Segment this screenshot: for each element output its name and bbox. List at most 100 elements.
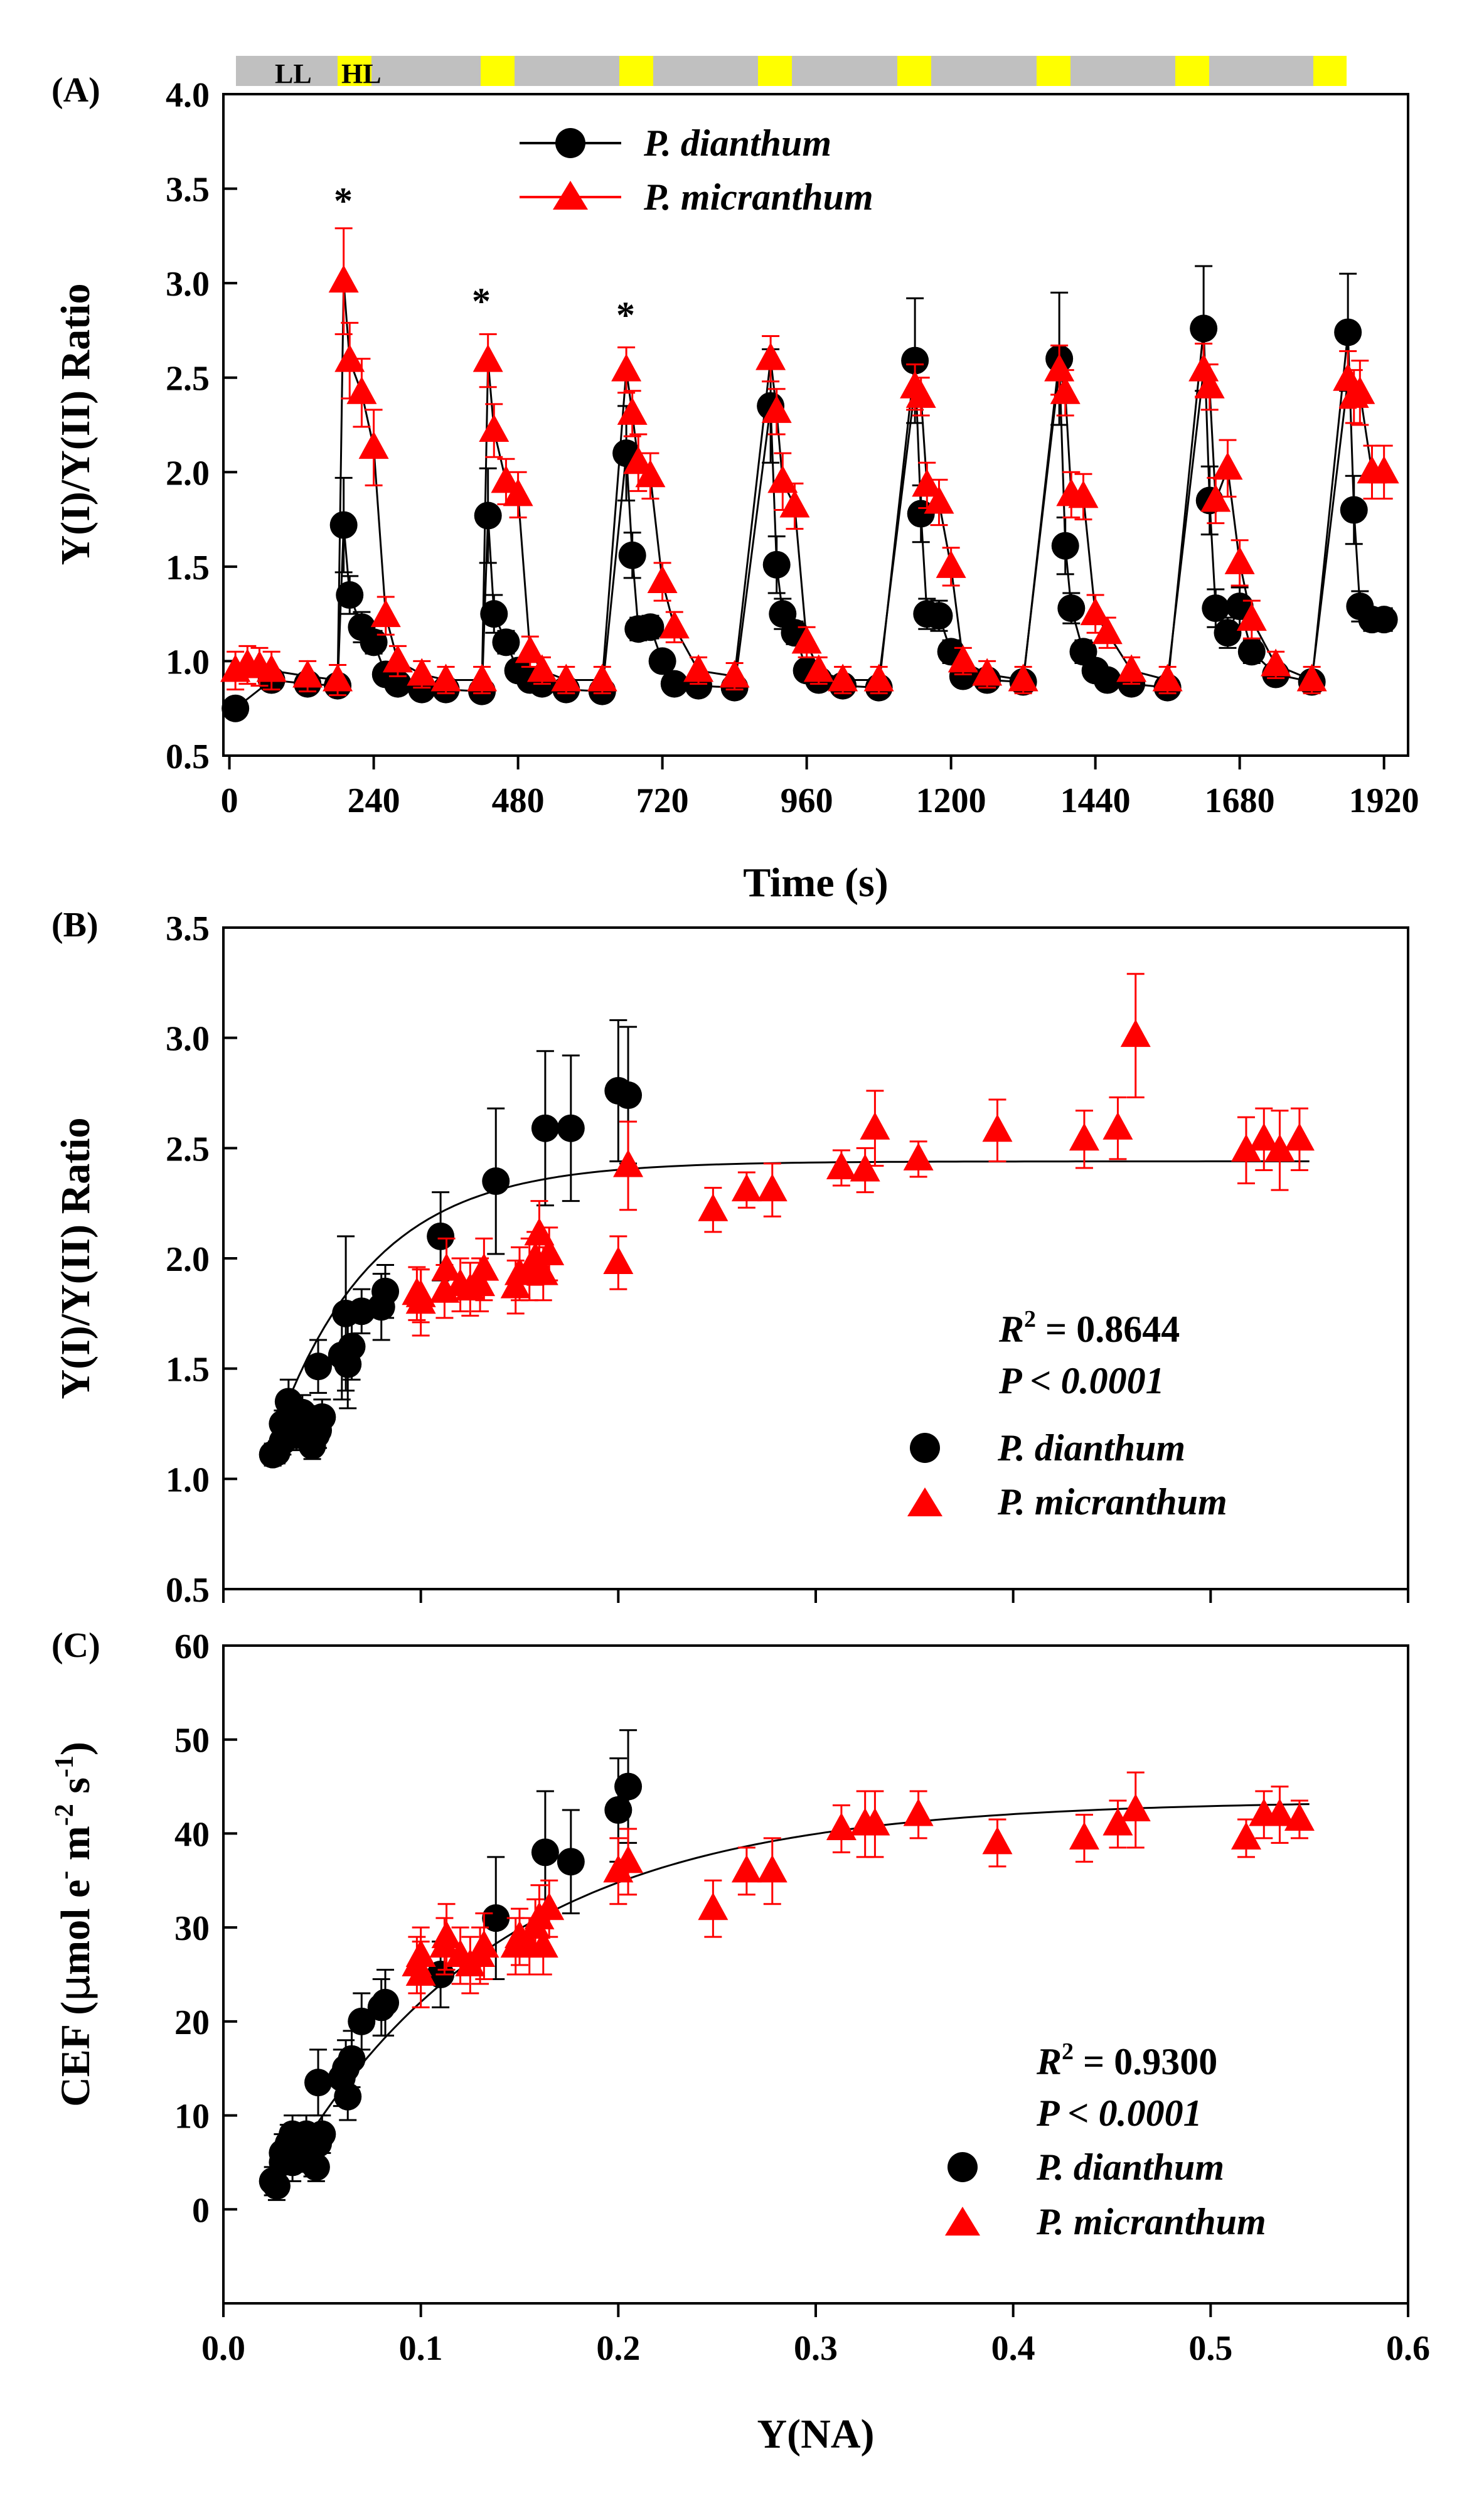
data-point-micranthum — [731, 1174, 762, 1202]
significance-star: * — [334, 180, 353, 222]
high-light-period — [338, 56, 371, 86]
data-point-micranthum — [1069, 1821, 1099, 1850]
data-point-micranthum — [1200, 484, 1231, 512]
data-point-dianthum — [308, 2120, 336, 2148]
y-tick-label: 2.0 — [166, 454, 210, 493]
x-tick-label: 0.2 — [596, 2329, 640, 2368]
data-point-micranthum — [611, 353, 642, 382]
y-tick-label: 1.0 — [166, 643, 210, 682]
legend-label-dianthum: P. dianthum — [643, 122, 831, 164]
fit-curve — [272, 1160, 1310, 1442]
x-tick-label: 0 — [221, 781, 238, 820]
high-light-label: HL — [341, 58, 382, 89]
panel-c-x-axis-title: Y(NA) — [757, 2411, 875, 2457]
y-tick-label: 0.5 — [166, 1571, 210, 1610]
data-point-dianthum — [480, 600, 508, 628]
data-point-micranthum — [1120, 1019, 1151, 1047]
data-point-micranthum — [370, 599, 401, 628]
data-point-micranthum — [1369, 456, 1399, 484]
panel-b: (B) 0.5 1.0 1.5 2.0 2.5 3.0 3.5 Y(I)/Y(II) Rat… — [51, 906, 1409, 1610]
data-point-micranthum — [1224, 546, 1255, 574]
data-point-micranthum — [256, 654, 287, 682]
data-point-dianthum — [371, 1988, 400, 2017]
data-point-micranthum — [791, 626, 822, 654]
y-tick-label: 3.0 — [166, 1020, 210, 1059]
significance-star: * — [472, 281, 491, 322]
panel-a-y-axis-title: Y(I)/Y(II) Ratio — [53, 283, 99, 565]
data-point-micranthum — [503, 478, 533, 506]
data-point-micranthum — [1068, 480, 1099, 508]
data-point-micranthum — [1050, 376, 1081, 404]
data-point-dianthum — [1334, 318, 1362, 346]
data-point-micranthum — [1264, 1798, 1295, 1826]
x-tick-label: 240 — [348, 781, 400, 820]
panel-b-r2: R2 = 0.8644 — [998, 1306, 1180, 1350]
panel-a-legend: P. dianthum P. micranthum — [520, 122, 873, 218]
high-light-period — [897, 56, 931, 86]
panel-b-frame — [222, 926, 1409, 1590]
data-point-micranthum — [1102, 1808, 1133, 1836]
panel-c-r2: R2 = 0.9300 — [1036, 2038, 1217, 2082]
data-point-micranthum — [1261, 648, 1291, 677]
data-point-micranthum — [1116, 654, 1147, 682]
y-tick-label: 2.5 — [166, 1130, 210, 1169]
data-point-micranthum — [828, 663, 858, 692]
panel-b-y-axis-title: Y(I)/Y(II) Ratio — [53, 1117, 99, 1399]
data-point-micranthum — [465, 1268, 496, 1297]
data-point-micranthum — [382, 645, 413, 673]
panel-b-marks — [259, 973, 1315, 1469]
panel-a-frame — [222, 93, 1409, 757]
high-light-period — [1037, 56, 1070, 86]
data-point-micranthum — [731, 1855, 762, 1883]
data-point-micranthum — [757, 1174, 787, 1202]
data-point-dianthum — [1202, 594, 1230, 623]
data-point-micranthum — [936, 550, 966, 578]
data-point-dianthum — [329, 511, 358, 539]
light-regime-bar: LL HL — [236, 56, 1347, 89]
x-tick-label: 1440 — [1060, 781, 1131, 820]
high-light-period — [1313, 56, 1347, 86]
panel-c-fit-curve — [272, 1803, 1310, 2197]
panel-b-fit-curve — [272, 1160, 1310, 1442]
data-point-micranthum — [1120, 1794, 1151, 1821]
legend-label-micranthum: P. micranthum — [643, 176, 873, 218]
data-point-micranthum — [613, 1845, 644, 1873]
data-point-micranthum — [698, 1892, 729, 1920]
data-point-micranthum — [587, 663, 617, 692]
data-point-micranthum — [698, 1193, 729, 1221]
data-point-dianthum — [338, 1332, 366, 1361]
data-point-dianthum — [1051, 532, 1079, 560]
y-tick-label: 40 — [174, 1815, 210, 1854]
data-point-micranthum — [617, 397, 648, 425]
data-point-micranthum — [683, 654, 714, 682]
data-point-dianthum — [482, 1167, 510, 1196]
data-point-micranthum — [551, 663, 582, 692]
data-point-micranthum — [292, 660, 323, 688]
data-point-micranthum — [623, 446, 654, 474]
panel-a-x-axis-title: Time (s) — [743, 860, 889, 906]
low-light-label: LL — [275, 58, 312, 89]
data-point-micranthum — [534, 1237, 565, 1265]
data-point-micranthum — [358, 431, 389, 459]
data-point-micranthum — [719, 660, 750, 688]
data-point-micranthum — [903, 1798, 934, 1826]
y-tick-label: 60 — [174, 1627, 210, 1666]
data-point-micranthum — [430, 663, 461, 692]
data-point-micranthum — [860, 1808, 890, 1836]
data-point-micranthum — [761, 395, 792, 423]
data-point-dianthum — [304, 1352, 333, 1381]
legend-marker-dianthum — [555, 128, 585, 158]
data-point-micranthum — [647, 565, 678, 593]
data-point-micranthum — [863, 663, 894, 692]
data-point-micranthum — [603, 1246, 634, 1275]
panel-a-label: (A) — [51, 71, 100, 110]
panel-c-legend: P. dianthum P. micranthum — [945, 2146, 1266, 2242]
data-point-micranthum — [1345, 376, 1375, 404]
y-tick-label: 50 — [174, 1722, 210, 1760]
data-point-micranthum — [982, 1826, 1013, 1855]
data-point-micranthum — [850, 1154, 880, 1182]
data-point-micranthum — [757, 1855, 787, 1883]
data-point-micranthum — [779, 490, 810, 518]
data-point-dianthum — [1093, 666, 1121, 694]
data-point-dianthum — [1370, 606, 1398, 634]
